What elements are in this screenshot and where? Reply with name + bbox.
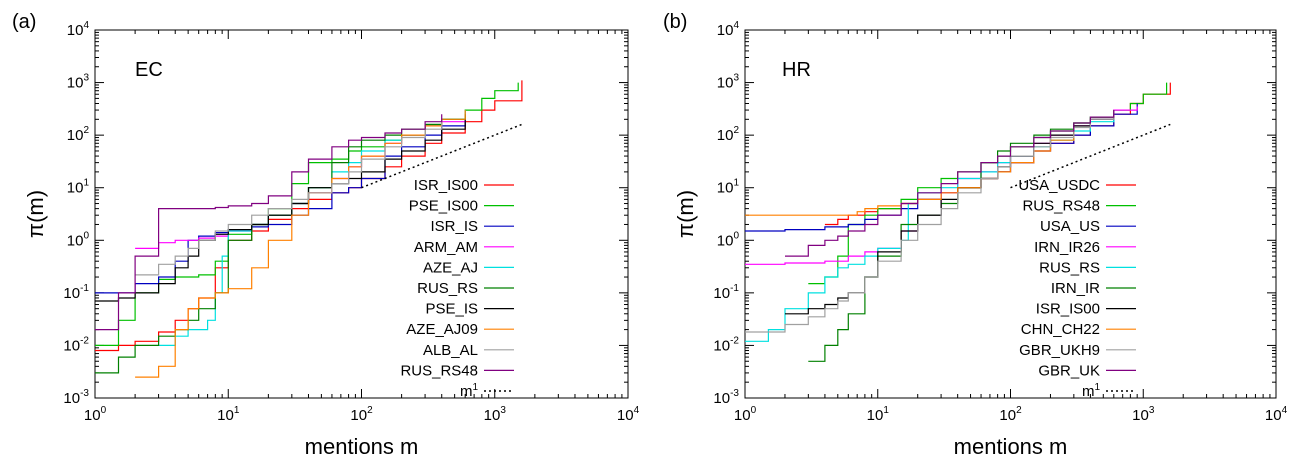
chart-panel-2: 100 101 102 103 104 10-3 10-2 10-1 100 101 102 103 1… bbox=[663, 11, 1288, 459]
y-tick-label: 10-1 bbox=[63, 283, 89, 302]
x-tick-label: 104 bbox=[617, 405, 640, 424]
x-tick-label: 101 bbox=[867, 405, 890, 424]
series-line-rus-rs48 bbox=[808, 82, 1168, 285]
legend-label: AZE_AJ09 bbox=[406, 321, 478, 338]
legend-label: RUS_RS48 bbox=[400, 362, 478, 379]
series-group bbox=[95, 80, 523, 378]
legend-label: CHN_CH22 bbox=[1021, 321, 1100, 338]
series-line-gbr-ukh9 bbox=[745, 110, 1115, 333]
x-tick-label: 102 bbox=[350, 405, 373, 424]
y-tick-label: 101 bbox=[717, 178, 740, 197]
series-line-m-1 bbox=[1010, 123, 1171, 189]
inner-label: HR bbox=[782, 59, 811, 81]
y-tick-label: 10-2 bbox=[713, 335, 739, 354]
legend-label: ISR_IS00 bbox=[414, 177, 478, 194]
y-axis-label: π(m) bbox=[23, 190, 48, 238]
series-line-chn-ch22 bbox=[745, 131, 1075, 216]
y-tick-label: 104 bbox=[717, 20, 740, 39]
x-tick-label: 102 bbox=[999, 405, 1022, 424]
inner-label: EC bbox=[135, 59, 163, 81]
y-tick-label: 103 bbox=[717, 73, 740, 92]
x-tick-label: 101 bbox=[217, 405, 240, 424]
x-tick-label: 100 bbox=[84, 405, 107, 424]
y-tick-label: 104 bbox=[67, 20, 90, 39]
y-tick-label: 10-3 bbox=[713, 388, 739, 407]
legend-label: ARM_AM bbox=[414, 239, 478, 256]
y-axis-label: π(m) bbox=[673, 190, 698, 238]
legend-label: PSE_IS bbox=[425, 301, 478, 318]
legend-label: USA_US bbox=[1040, 218, 1100, 235]
legend-label: RUS_RS bbox=[417, 280, 478, 297]
legend-label: ALB_AL bbox=[423, 342, 478, 359]
y-tick-label: 10-1 bbox=[713, 283, 739, 302]
legend-label: ISR_IS bbox=[430, 218, 478, 235]
y-tick-label: 102 bbox=[717, 125, 740, 144]
plot-frame bbox=[744, 29, 1277, 399]
series-line-rus-rs48 bbox=[95, 114, 443, 331]
legend-label: AZE_AJ bbox=[423, 259, 478, 276]
legend-label: ISR_IS00 bbox=[1036, 301, 1100, 318]
legend-label: RUS_RS bbox=[1039, 259, 1100, 276]
legend-label: PSE_IS00 bbox=[409, 198, 478, 215]
series-group bbox=[745, 82, 1171, 362]
series-line-m-1 bbox=[361, 123, 523, 189]
legend-label: GBR_UK bbox=[1038, 362, 1100, 379]
y-tick-label: 10-2 bbox=[63, 335, 89, 354]
x-axis-label: mentions m bbox=[305, 434, 419, 459]
x-tick-label: 103 bbox=[1132, 405, 1155, 424]
x-tick-label: 100 bbox=[734, 405, 757, 424]
panel-label: (a) bbox=[12, 11, 36, 33]
y-tick-label: 101 bbox=[67, 178, 90, 197]
legend-label: GBR_UKH9 bbox=[1019, 342, 1100, 359]
y-tick-label: 100 bbox=[717, 230, 740, 249]
y-tick-label: 103 bbox=[67, 73, 90, 92]
series-line-aze-aj09 bbox=[135, 110, 466, 378]
x-axis-label: mentions m bbox=[954, 434, 1068, 459]
x-tick-label: 104 bbox=[1265, 405, 1288, 424]
y-tick-label: 100 bbox=[67, 230, 90, 249]
series-line-gbr-uk bbox=[785, 110, 1115, 257]
y-tick-label: 10-3 bbox=[63, 388, 89, 407]
legend-label: IRN_IR bbox=[1051, 280, 1100, 297]
series-line-aze-aj bbox=[158, 110, 466, 346]
legend-label: RUS_RS48 bbox=[1022, 198, 1100, 215]
legend-label: m1 bbox=[1082, 382, 1101, 400]
legend-label: IRN_IR26 bbox=[1034, 239, 1100, 256]
x-tick-label: 103 bbox=[484, 405, 507, 424]
legend-label: USA_USDC bbox=[1018, 177, 1100, 194]
chart-panel-1: 100 101 102 103 104 10-3 10-2 10-1 100 101 102 103 1… bbox=[12, 11, 640, 459]
panel-label: (b) bbox=[663, 11, 687, 33]
legend-label: m1 bbox=[460, 382, 479, 400]
y-tick-label: 102 bbox=[67, 125, 90, 144]
series-line-alb-al bbox=[135, 119, 443, 276]
